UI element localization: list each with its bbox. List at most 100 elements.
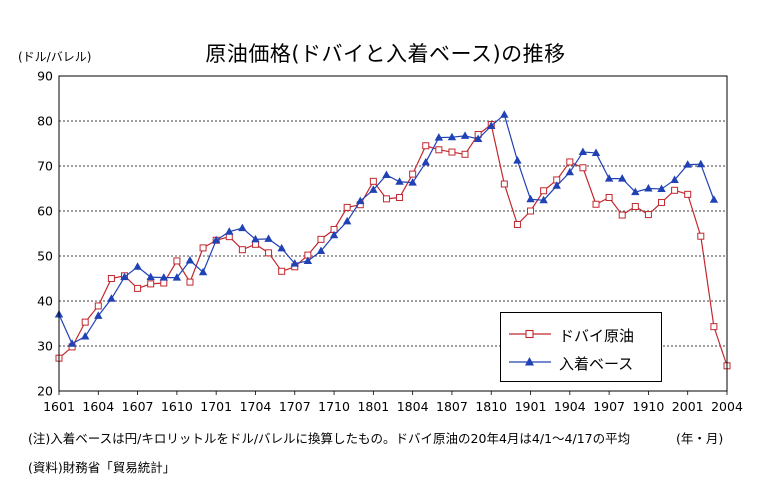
data-point [67, 339, 77, 347]
data-point [382, 170, 391, 178]
x-tick-label: 1704 [240, 399, 272, 414]
data-point [696, 159, 706, 168]
data-point [185, 256, 195, 264]
data-point [500, 180, 508, 188]
data-point [473, 134, 483, 142]
x-tick-label: 1910 [633, 399, 665, 414]
data-point [448, 148, 456, 156]
x-tick-label: 1607 [122, 399, 154, 414]
x-tick-label: 1601 [43, 399, 75, 414]
y-tick-label: 20 [37, 384, 53, 399]
data-point [540, 187, 548, 195]
data-point [278, 267, 286, 275]
x-tick-layer: 1601 1604 1607 1610 1701 1704 1707 1710 1801 1804… [43, 391, 743, 414]
data-point [644, 184, 653, 192]
data-point [513, 156, 522, 164]
footnote-source: (資料)財務省「貿易統計」 [28, 460, 176, 475]
x-tick-label: 2004 [711, 399, 743, 414]
data-point [434, 133, 444, 141]
data-point [329, 230, 339, 239]
data-point [382, 195, 390, 203]
data-point [225, 227, 234, 235]
legend-label-arrival: 入着ベース [559, 355, 634, 373]
data-point [211, 235, 221, 244]
data-point [604, 174, 614, 182]
series-1 [54, 110, 719, 347]
data-point [265, 249, 273, 257]
data-point [264, 234, 273, 242]
data-point [107, 294, 116, 302]
data-point [408, 178, 417, 186]
x-tick-label: 1901 [515, 399, 547, 414]
y-axis-unit-label: (ドル/バレル) [18, 50, 92, 64]
data-point [238, 223, 247, 232]
data-point [513, 221, 521, 228]
data-point [435, 146, 443, 154]
plot-frame [58, 75, 728, 392]
data-point [684, 190, 692, 198]
data-point [251, 234, 260, 243]
data-point [527, 207, 535, 215]
data-point [605, 194, 613, 201]
data-point [133, 262, 142, 270]
data-point [134, 284, 142, 292]
series-line [58, 123, 728, 366]
data-point [566, 158, 574, 166]
data-point [343, 203, 351, 211]
legend-item-arrival: 入着ベース [507, 350, 657, 374]
data-point [487, 121, 496, 129]
data-point [500, 110, 509, 118]
x-tick-label: 1907 [593, 399, 625, 414]
data-point [277, 243, 286, 252]
data-point [592, 200, 600, 208]
x-tick-label: 1707 [279, 399, 311, 414]
x-tick-label: 1604 [82, 399, 114, 414]
data-point [670, 175, 679, 183]
data-point [447, 132, 457, 141]
data-point [395, 177, 404, 185]
data-point [422, 142, 430, 150]
data-point [709, 195, 719, 203]
data-point [173, 257, 181, 265]
data-point [631, 203, 639, 210]
data-point [565, 167, 575, 176]
y-tick-label: 40 [37, 294, 53, 309]
data-point [316, 246, 326, 255]
legend-item-dubai: ドバイ原油 [507, 322, 657, 346]
x-tick-label: 1804 [397, 399, 429, 414]
data-point [198, 267, 208, 276]
data-point [342, 216, 352, 225]
data-point [460, 131, 470, 139]
x-axis-unit-label: (年・月) [676, 431, 724, 446]
x-tick-label: 1807 [436, 399, 468, 414]
data-point [80, 332, 90, 340]
data-point [238, 246, 246, 254]
x-tick-label: 1710 [318, 399, 350, 414]
data-point [579, 164, 587, 172]
series-layer [54, 110, 731, 370]
y-tick-label: 80 [37, 114, 53, 129]
data-point [172, 273, 182, 281]
data-point [683, 160, 692, 168]
data-point [631, 187, 640, 196]
x-tick-label: 2001 [672, 399, 704, 414]
x-tick-label: 1701 [200, 399, 232, 414]
y-tick-label: 50 [37, 249, 53, 264]
data-point [303, 256, 313, 264]
series-line [58, 113, 715, 345]
series-0 [55, 121, 731, 370]
data-point [671, 186, 679, 194]
data-point [421, 157, 430, 166]
legend-label-dubai: ドバイ原油 [559, 327, 635, 345]
y-tick-layer: 20 30 40 50 60 70 80 90 [37, 69, 53, 399]
data-point [94, 311, 103, 319]
x-tick-label: 1610 [161, 399, 193, 414]
footnote-note: (注)入着ベースは円/キロリットルをドル/バレルに換算したもの。ドバイ原油の20… [28, 431, 631, 446]
data-point [618, 211, 626, 219]
data-point [657, 184, 666, 192]
data-point [409, 170, 417, 178]
data-point [369, 177, 377, 185]
data-point [591, 148, 601, 156]
data-point [461, 150, 469, 158]
data-point [159, 273, 168, 281]
